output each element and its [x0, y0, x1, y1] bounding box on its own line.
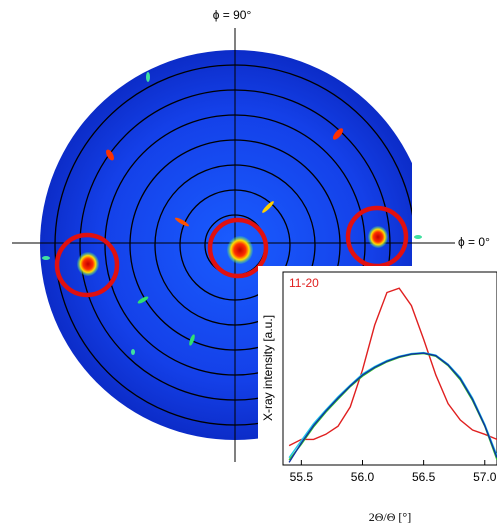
- x-tick-label: 56.5: [412, 470, 436, 484]
- figure: ϕ = 90° ϕ = 0° 11-20 X-ray intensity [a.…: [0, 0, 497, 530]
- phi-90-label: ϕ = 90°: [213, 8, 252, 22]
- inset-background: [258, 266, 497, 530]
- phi-0-label: ϕ = 0°: [458, 235, 490, 249]
- series-label: 11-20: [289, 276, 319, 290]
- y-axis-label: X-ray intensity [a.u.]: [261, 315, 275, 421]
- inset-chart: 11-20 X-ray intensity [a.u.] 2Θ/Θ [°] 55…: [258, 266, 497, 530]
- x-axis-label: 2Θ/Θ [°]: [369, 510, 411, 524]
- x-tick-label: 55.5: [290, 470, 314, 484]
- x-tick-label: 57.0: [473, 470, 497, 484]
- x-tick-label: 56.0: [351, 470, 375, 484]
